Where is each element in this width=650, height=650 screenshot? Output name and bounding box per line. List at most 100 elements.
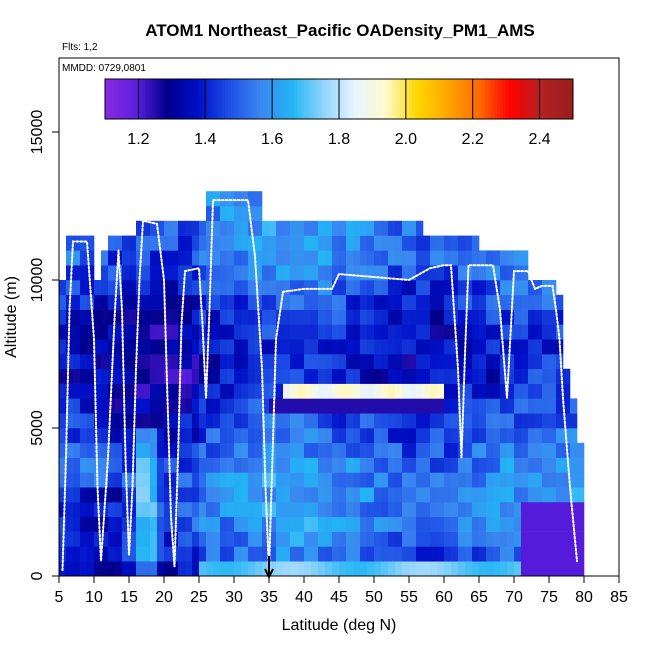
heatmap-cell xyxy=(199,561,207,577)
heatmap-cell xyxy=(451,383,459,399)
heatmap-cell xyxy=(59,354,67,370)
heatmap-cell xyxy=(507,309,515,325)
colorbar-segment xyxy=(268,79,273,119)
heatmap-cell xyxy=(276,235,284,251)
heatmap-cell xyxy=(493,561,501,577)
heatmap-cell xyxy=(276,442,284,458)
heatmap-cell xyxy=(199,428,207,444)
heatmap-cell xyxy=(59,457,67,473)
heatmap-cell xyxy=(542,472,550,488)
heatmap-cell xyxy=(395,428,403,444)
heatmap-cell xyxy=(143,294,151,310)
heatmap-cell xyxy=(80,442,88,458)
heatmap-cell xyxy=(101,398,109,414)
heatmap-cell xyxy=(220,265,228,281)
heatmap-cell xyxy=(381,250,389,266)
heatmap-cell xyxy=(346,546,354,562)
heatmap-cell xyxy=(255,206,263,222)
colorbar-segment xyxy=(409,79,413,119)
heatmap-cell xyxy=(94,428,102,444)
heatmap-cell xyxy=(213,309,221,325)
heatmap-cell xyxy=(143,250,151,266)
heatmap-cell xyxy=(521,324,529,340)
heatmap-cell xyxy=(227,472,235,488)
heatmap-cell xyxy=(164,472,172,488)
arrow-head xyxy=(264,568,274,580)
heatmap-cell xyxy=(206,531,214,547)
heatmap-cell xyxy=(276,546,284,562)
heatmap-cell xyxy=(430,265,438,281)
heatmap-cell xyxy=(220,191,228,207)
colorbar-segment xyxy=(333,79,337,119)
heatmap-cell xyxy=(143,472,151,488)
heatmap-cell xyxy=(388,294,396,310)
heatmap-cell xyxy=(332,457,340,473)
heatmap-cell xyxy=(416,339,424,355)
heatmap-cell xyxy=(227,206,235,222)
heatmap-cell xyxy=(325,531,333,547)
heatmap-cell xyxy=(325,398,333,414)
heatmap-cell xyxy=(276,531,284,547)
heatmap-cell xyxy=(66,457,74,473)
heatmap-cell xyxy=(136,561,144,577)
heatmap-cell xyxy=(514,516,522,532)
heatmap-cell xyxy=(304,442,312,458)
heatmap-cell xyxy=(325,428,333,444)
heatmap-cell xyxy=(556,354,564,370)
heatmap-cell xyxy=(472,280,480,296)
heatmap-cell xyxy=(318,561,326,577)
heatmap-cell xyxy=(444,354,452,370)
heatmap-cell xyxy=(360,383,368,399)
heatmap-cell xyxy=(535,368,543,384)
heatmap-cell xyxy=(430,413,438,429)
heatmap-cell xyxy=(115,502,123,518)
heatmap-cell xyxy=(451,354,459,370)
heatmap-cell xyxy=(353,265,361,281)
heatmap-cell xyxy=(227,280,235,296)
heatmap-cell xyxy=(129,516,137,532)
heatmap-cell xyxy=(444,383,452,399)
colorbar-segment xyxy=(385,79,390,119)
heatmap-cell xyxy=(227,324,235,340)
heatmap-cell xyxy=(80,502,88,518)
heatmap-cell xyxy=(276,516,284,532)
heatmap-cell xyxy=(241,398,249,414)
heatmap-cell xyxy=(122,398,130,414)
heatmap-cell xyxy=(479,339,487,355)
heatmap-cell xyxy=(87,487,95,503)
heatmap-cell xyxy=(535,442,543,458)
heatmap-cell xyxy=(101,339,109,355)
colorbar-segment xyxy=(178,79,182,119)
heatmap-cell xyxy=(73,383,81,399)
y-tick-label: 10000 xyxy=(29,258,46,303)
heatmap-cell xyxy=(416,324,424,340)
heatmap-cell xyxy=(332,413,340,429)
heatmap-cell xyxy=(213,561,221,577)
heatmap-cell xyxy=(101,561,109,577)
heatmap-cell xyxy=(129,428,137,444)
heatmap-cell xyxy=(304,250,312,266)
heatmap-cell xyxy=(157,265,165,281)
colorbar-segment xyxy=(456,79,460,119)
heatmap-cell xyxy=(213,398,221,414)
heatmap-cell xyxy=(402,220,410,236)
heatmap-cell xyxy=(213,516,221,532)
heatmap-cell xyxy=(290,265,298,281)
heatmap-cell xyxy=(542,280,550,296)
heatmap-cell xyxy=(213,472,221,488)
heatmap-cell xyxy=(353,220,361,236)
colorbar-segment xyxy=(265,79,270,119)
heatmap-cell xyxy=(325,280,333,296)
heatmap-cell xyxy=(178,294,186,310)
heatmap-cell xyxy=(472,294,480,310)
heatmap-cell xyxy=(290,442,298,458)
heatmap-cell xyxy=(374,235,382,251)
heatmap-cell xyxy=(521,516,529,532)
heatmap-cell xyxy=(241,487,249,503)
heatmap-cell xyxy=(535,546,543,562)
heatmap-cell xyxy=(409,309,417,325)
heatmap-cell xyxy=(388,428,396,444)
heatmap-cell xyxy=(388,487,396,503)
heatmap-cell xyxy=(521,502,529,518)
heatmap-cell xyxy=(521,265,529,281)
